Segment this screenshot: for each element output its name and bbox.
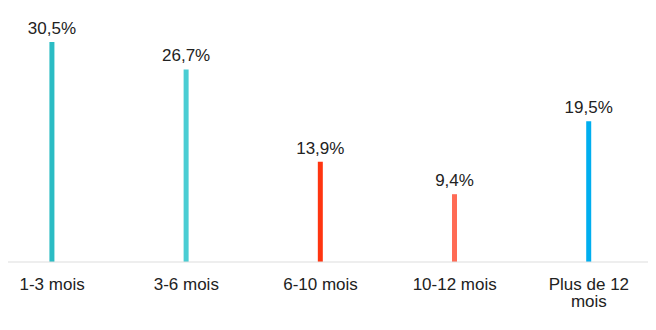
svg-text:10-12 mois: 10-12 mois (413, 275, 497, 294)
svg-text:19,5%: 19,5% (565, 98, 613, 117)
svg-text:1-3 mois: 1-3 mois (20, 275, 85, 294)
svg-text:9,4%: 9,4% (435, 171, 474, 190)
svg-text:3-6 mois: 3-6 mois (154, 275, 219, 294)
svg-text:30,5%: 30,5% (28, 19, 76, 38)
svg-text:Plus de 12mois: Plus de 12mois (549, 275, 629, 311)
svg-text:26,7%: 26,7% (162, 46, 210, 65)
svg-text:13,9%: 13,9% (296, 139, 344, 158)
svg-text:6-10 mois: 6-10 mois (283, 275, 358, 294)
